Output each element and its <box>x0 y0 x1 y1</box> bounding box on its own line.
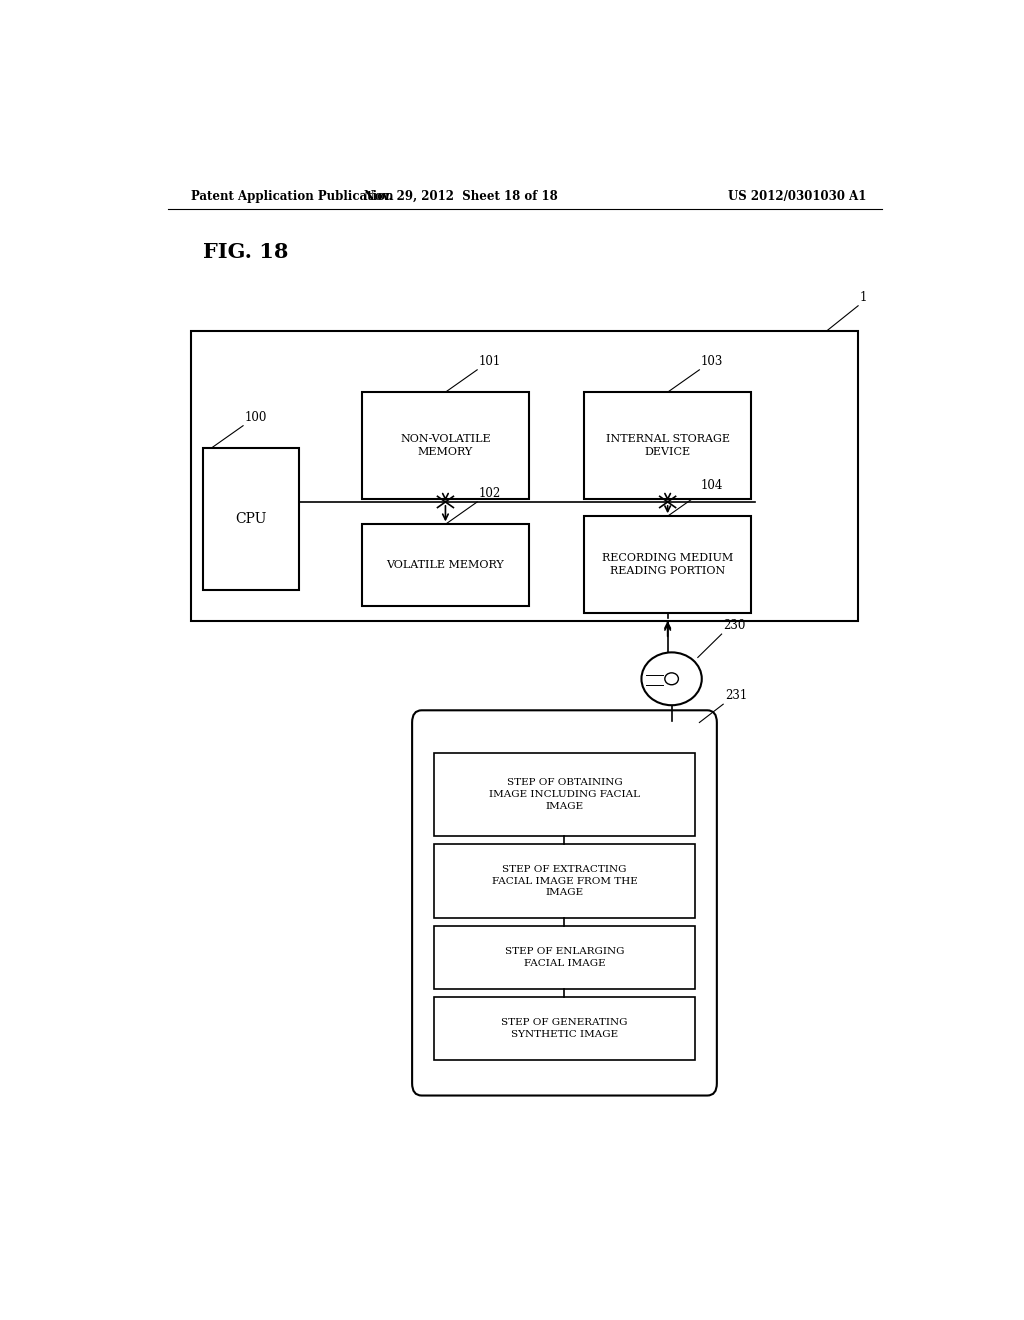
Text: 231: 231 <box>725 689 748 702</box>
FancyBboxPatch shape <box>204 447 299 590</box>
FancyBboxPatch shape <box>585 516 751 612</box>
Ellipse shape <box>665 673 679 685</box>
Text: 104: 104 <box>701 479 723 492</box>
Text: 102: 102 <box>479 487 501 500</box>
FancyBboxPatch shape <box>433 845 695 917</box>
Text: STEP OF EXTRACTING
FACIAL IMAGE FROM THE
IMAGE: STEP OF EXTRACTING FACIAL IMAGE FROM THE… <box>492 865 637 898</box>
Text: 100: 100 <box>245 411 267 424</box>
FancyBboxPatch shape <box>585 392 751 499</box>
FancyBboxPatch shape <box>362 524 528 606</box>
Text: NON-VOLATILE
MEMORY: NON-VOLATILE MEMORY <box>400 434 490 457</box>
FancyBboxPatch shape <box>362 392 528 499</box>
FancyBboxPatch shape <box>433 997 695 1060</box>
FancyBboxPatch shape <box>433 925 695 989</box>
Text: 230: 230 <box>723 619 745 632</box>
Text: STEP OF OBTAINING
IMAGE INCLUDING FACIAL
IMAGE: STEP OF OBTAINING IMAGE INCLUDING FACIAL… <box>489 779 640 810</box>
Text: STEP OF ENLARGING
FACIAL IMAGE: STEP OF ENLARGING FACIAL IMAGE <box>505 946 625 968</box>
Ellipse shape <box>641 652 701 705</box>
Text: VOLATILE MEMORY: VOLATILE MEMORY <box>387 560 504 570</box>
FancyBboxPatch shape <box>191 331 858 620</box>
FancyBboxPatch shape <box>412 710 717 1096</box>
Text: INTERNAL STORAGE
DEVICE: INTERNAL STORAGE DEVICE <box>605 434 730 457</box>
Text: STEP OF GENERATING
SYNTHETIC IMAGE: STEP OF GENERATING SYNTHETIC IMAGE <box>501 1018 628 1039</box>
Text: Patent Application Publication: Patent Application Publication <box>191 190 394 202</box>
Text: US 2012/0301030 A1: US 2012/0301030 A1 <box>728 190 866 202</box>
Text: 103: 103 <box>701 355 723 368</box>
Text: Nov. 29, 2012  Sheet 18 of 18: Nov. 29, 2012 Sheet 18 of 18 <box>365 190 558 202</box>
FancyBboxPatch shape <box>433 752 695 837</box>
Text: FIG. 18: FIG. 18 <box>204 242 289 261</box>
Text: CPU: CPU <box>236 512 266 527</box>
Text: RECORDING MEDIUM
READING PORTION: RECORDING MEDIUM READING PORTION <box>602 553 733 576</box>
Text: 1: 1 <box>860 290 867 304</box>
Text: 101: 101 <box>479 355 501 368</box>
